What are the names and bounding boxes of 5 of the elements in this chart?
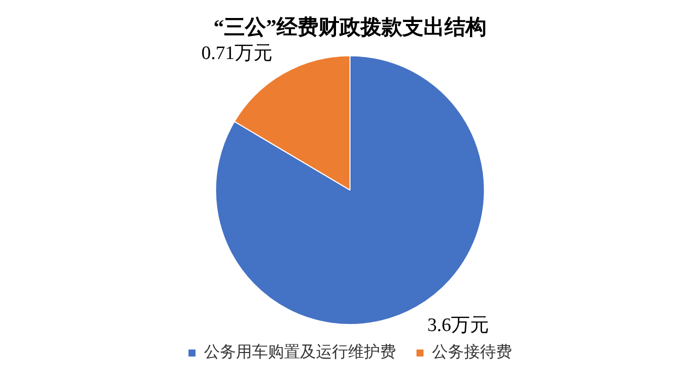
chart-title: “三公”经费财政拨款支出结构 (214, 15, 486, 40)
legend-label: 公务接待费 (432, 342, 512, 362)
data-label: 3.6万元 (427, 315, 490, 336)
legend-label: 公务用车购置及运行维护费 (204, 342, 396, 362)
data-label: 0.71万元 (201, 43, 273, 64)
